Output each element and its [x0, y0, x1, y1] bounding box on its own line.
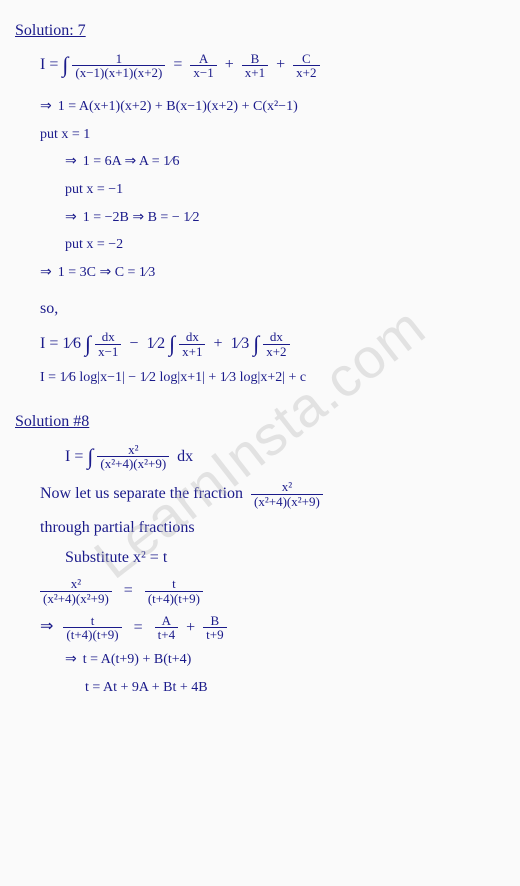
frac-inline-den: (x²+4)(x²+9): [251, 495, 323, 509]
I-prefix: I =: [40, 335, 62, 352]
pf-C-num: C: [293, 52, 319, 67]
pf-term-A: A x−1: [190, 52, 216, 80]
coef-A: 1⁄6: [62, 335, 81, 352]
sub-rhs-den: (t+4)(t+9): [145, 592, 203, 606]
sol7-so: so,: [15, 298, 505, 320]
pf-B-num: B: [242, 52, 268, 67]
pf-B-t-den: t+9: [203, 628, 226, 642]
sub-lhs-den: (x²+4)(x²+9): [40, 592, 112, 606]
pf-term-B: B x+1: [242, 52, 268, 80]
sol7-result-C: 1 = 3C ⇒ C = 1⁄3: [15, 263, 505, 283]
pf-A-t-den: t+4: [155, 628, 178, 642]
sol8-text-partial: through partial fractions: [15, 517, 505, 539]
pf-C-den: x+2: [293, 66, 319, 80]
dx-A: dx: [95, 330, 121, 345]
pf-lhs-t: t (t+4)(t+9): [63, 614, 121, 642]
sol7-result-A: 1 = 6A ⇒ A = 1⁄6: [15, 152, 505, 172]
sol7-I-split: I = 1⁄6 ∫ dx x−1 − 1⁄2 ∫ dx x+1 + 1⁄3 ∫ …: [15, 329, 505, 360]
sol7-put-x-1: put x = −1: [15, 180, 505, 200]
sol8-text-substitute: Substitute x² = t: [15, 547, 505, 569]
integrand-8-den: (x²+4)(x²+9): [97, 457, 169, 471]
sol7-put-x1: put x = 1: [15, 125, 505, 145]
sol7-final-result: I = 1⁄6 log|x−1| − 1⁄2 log|x+1| + 1⁄3 lo…: [15, 368, 505, 388]
sol7-integral-and-pf: I = ∫ 1 (x−1)(x+1)(x+2) = A x−1 + B x+1 …: [15, 50, 505, 81]
coef-B: 1⁄2: [146, 335, 165, 352]
sol7-put-x-2: put x = −2: [15, 235, 505, 255]
sol8-expand1: t = A(t+9) + B(t+4): [15, 650, 505, 670]
frac-inline: x² (x²+4)(x²+9): [251, 480, 323, 508]
integral-sign: ∫: [62, 52, 68, 77]
integral-sign-C: ∫: [253, 331, 259, 356]
dx-B: dx: [179, 330, 205, 345]
pf-term-B-t: B t+9: [203, 614, 226, 642]
pf-B-den: x+1: [242, 66, 268, 80]
integral-sign-8: ∫: [87, 444, 93, 469]
dx-8: dx: [177, 448, 193, 465]
coef-C: 1⁄3: [231, 335, 250, 352]
integrand-num: 1: [72, 52, 165, 67]
solution-8-heading: Solution #8: [15, 411, 505, 433]
den-C: x+2: [263, 345, 289, 359]
integrand-8: x² (x²+4)(x²+9): [97, 443, 169, 471]
sol8-text-separate: Now let us separate the fraction x² (x²+…: [15, 480, 505, 508]
sol7-expand: 1 = A(x+1)(x+2) + B(x−1)(x+2) + C(x²−1): [15, 97, 505, 117]
pf-lhs-t-den: (t+4)(t+9): [63, 628, 121, 642]
den-A: x−1: [95, 345, 121, 359]
sol8-expand2: t = At + 9A + Bt + 4B: [15, 678, 505, 698]
integrand-8-num: x²: [97, 443, 169, 458]
integral-sign-B: ∫: [169, 331, 175, 356]
sub-lhs: x² (x²+4)(x²+9): [40, 577, 112, 605]
sub-rhs: t (t+4)(t+9): [145, 577, 203, 605]
pf-B-t-num: B: [203, 614, 226, 629]
pf-lhs-t-num: t: [63, 614, 121, 629]
integrand-den: (x−1)(x+1)(x+2): [72, 66, 165, 80]
den-B: x+1: [179, 345, 205, 359]
frac-inline-num: x²: [251, 480, 323, 495]
sub-lhs-num: x²: [40, 577, 112, 592]
sol7-result-B: 1 = −2B ⇒ B = − 1⁄2: [15, 208, 505, 228]
pf-term-A-t: A t+4: [155, 614, 178, 642]
text-separate: Now let us separate the fraction: [40, 485, 243, 502]
integral-sign-A: ∫: [85, 331, 91, 356]
solution-7-heading: Solution: 7: [15, 20, 505, 42]
integral-label: I =: [40, 56, 58, 73]
integral-label-8: I =: [65, 448, 83, 465]
eq-sign: =: [173, 56, 182, 73]
dx-C: dx: [263, 330, 289, 345]
pf-A-den: x−1: [190, 66, 216, 80]
pf-A-num: A: [190, 52, 216, 67]
sol8-integral: I = ∫ x² (x²+4)(x²+9) dx: [15, 442, 505, 473]
frac-C: dx x+2: [263, 330, 289, 358]
frac-B: dx x+1: [179, 330, 205, 358]
pf-A-t-num: A: [155, 614, 178, 629]
sol8-sub-eq: x² (x²+4)(x²+9) = t (t+4)(t+9): [15, 577, 505, 605]
sub-rhs-num: t: [145, 577, 203, 592]
integrand: 1 (x−1)(x+1)(x+2): [72, 52, 165, 80]
pf-term-C: C x+2: [293, 52, 319, 80]
sol8-pf-eq: t (t+4)(t+9) = A t+4 + B t+9: [15, 614, 505, 642]
frac-A: dx x−1: [95, 330, 121, 358]
